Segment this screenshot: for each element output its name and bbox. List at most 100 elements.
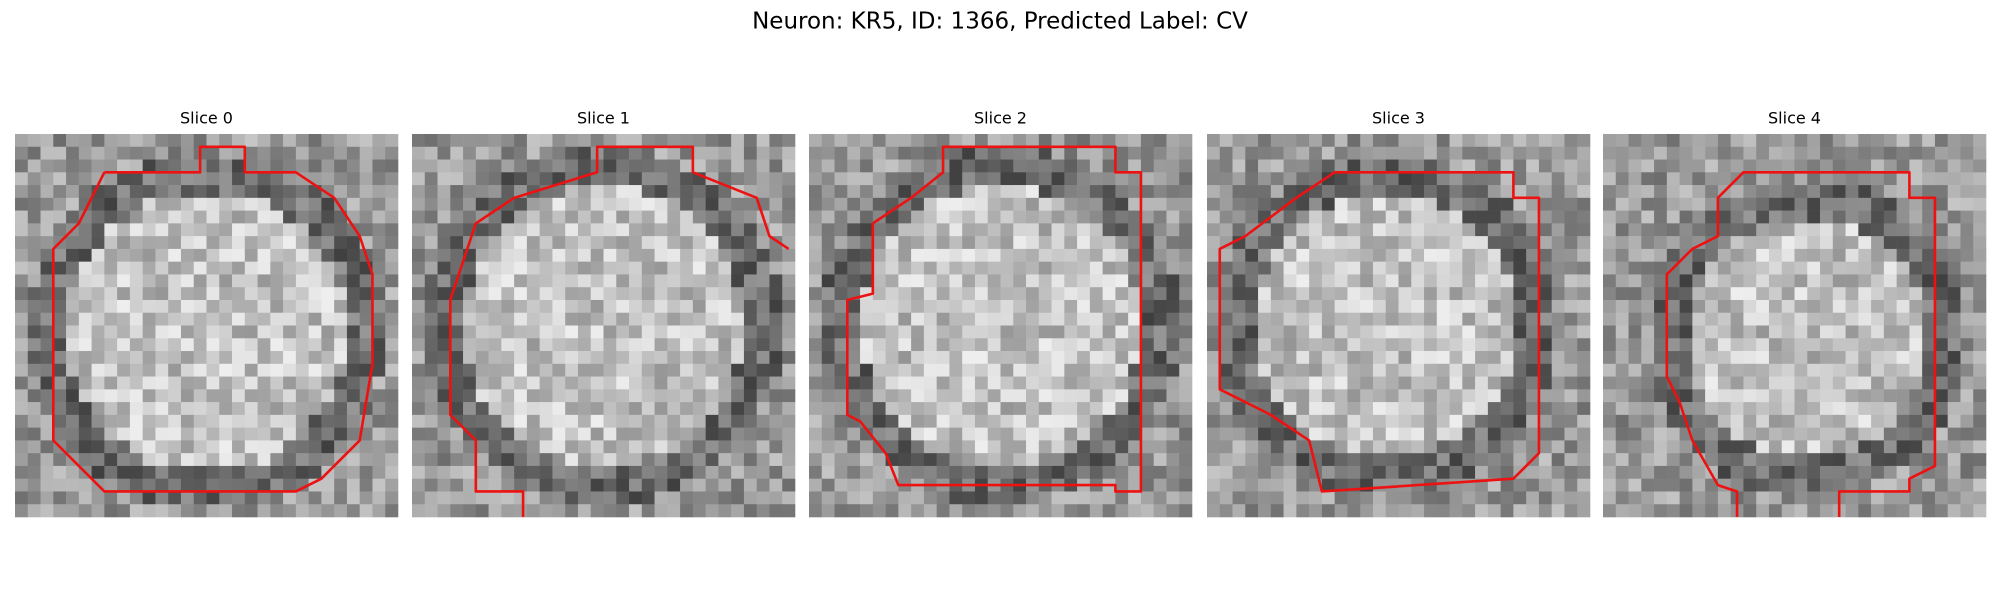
pixel: [1051, 261, 1065, 275]
pixel: [1140, 248, 1154, 262]
pixel: [1654, 223, 1668, 237]
pixel: [616, 172, 630, 186]
pixel: [1321, 427, 1335, 441]
pixel: [1245, 210, 1259, 224]
pixel: [1102, 185, 1116, 199]
pixel: [1960, 376, 1974, 390]
pixel: [769, 325, 783, 339]
pixel: [346, 287, 360, 301]
pixel: [206, 363, 220, 377]
pixel: [1296, 210, 1310, 224]
pixel: [539, 376, 553, 390]
pixel: [53, 414, 67, 428]
pixel: [974, 134, 989, 148]
pixel: [1628, 478, 1642, 492]
pixel: [412, 223, 426, 237]
pixel: [1000, 236, 1014, 250]
pixel: [667, 197, 681, 211]
pixel: [1347, 338, 1361, 352]
pixel: [756, 172, 770, 186]
pixel: [53, 402, 67, 416]
pixel: [1128, 440, 1142, 454]
pixel: [756, 504, 770, 518]
pixel: [1179, 312, 1193, 326]
pixel: [129, 478, 143, 492]
pixel: [1832, 248, 1846, 262]
pixel: [1153, 453, 1167, 467]
pixel: [1000, 453, 1014, 467]
pixel: [1832, 134, 1846, 148]
pixel: [821, 338, 835, 352]
pixel: [565, 197, 579, 211]
pixel: [1153, 134, 1167, 148]
pixel: [898, 299, 912, 314]
pixel: [603, 351, 617, 365]
pixel: [809, 172, 823, 186]
pixel: [244, 248, 258, 262]
pixel: [1475, 223, 1489, 237]
pixel: [1128, 363, 1142, 377]
pixel: [244, 504, 258, 518]
pixel: [1334, 248, 1348, 262]
pixel: [718, 248, 732, 262]
pixel: [847, 185, 861, 199]
pixel: [1475, 363, 1489, 377]
pixel: [731, 376, 745, 390]
pixel: [1283, 338, 1297, 352]
pixel: [501, 172, 515, 186]
pixel: [885, 274, 899, 288]
pixel: [756, 146, 770, 160]
pixel: [847, 236, 861, 250]
pixel: [1500, 389, 1514, 403]
pixel: [1424, 389, 1438, 403]
pixel: [1551, 351, 1565, 365]
pixel: [1960, 197, 1974, 211]
pixel: [1102, 172, 1116, 186]
pixel: [962, 236, 976, 250]
pixel: [1411, 248, 1425, 262]
pixel: [1360, 351, 1374, 365]
pixel: [936, 312, 950, 326]
pixel: [1705, 274, 1719, 288]
pixel: [1115, 363, 1129, 377]
pixel: [1513, 274, 1527, 288]
pixel: [743, 453, 757, 467]
pixel: [552, 363, 566, 377]
pixel: [1179, 159, 1193, 173]
pixel: [1166, 185, 1180, 199]
pixel: [117, 351, 131, 365]
pixel: [155, 351, 169, 365]
pixel: [1615, 236, 1629, 250]
pixel: [1334, 146, 1348, 160]
pixel: [1947, 465, 1961, 479]
pixel: [821, 134, 835, 148]
pixel: [1730, 223, 1744, 237]
pixel: [359, 491, 373, 505]
pixel: [974, 236, 989, 250]
pixel: [949, 312, 963, 326]
pixel: [987, 491, 1001, 505]
pixel: [743, 363, 757, 377]
pixel: [1219, 172, 1233, 186]
pixel: [847, 223, 861, 237]
pixel: [1179, 223, 1193, 237]
pixel: [1424, 491, 1438, 505]
pixel: [1551, 427, 1565, 441]
pixel: [1692, 172, 1706, 186]
pixel: [155, 299, 169, 314]
pixel: [1832, 159, 1846, 173]
pixel: [1013, 351, 1027, 365]
pixel: [782, 248, 796, 262]
pixel: [1743, 172, 1757, 186]
pixel: [1115, 274, 1129, 288]
pixel: [949, 236, 963, 250]
pixel: [834, 134, 848, 148]
pixel: [616, 299, 630, 314]
pixel: [1372, 274, 1387, 288]
pixel: [1283, 363, 1297, 377]
pixel: [270, 440, 284, 454]
pixel: [641, 274, 655, 288]
pixel: [1026, 491, 1040, 505]
pixel: [168, 134, 182, 148]
pixel: [616, 134, 630, 148]
